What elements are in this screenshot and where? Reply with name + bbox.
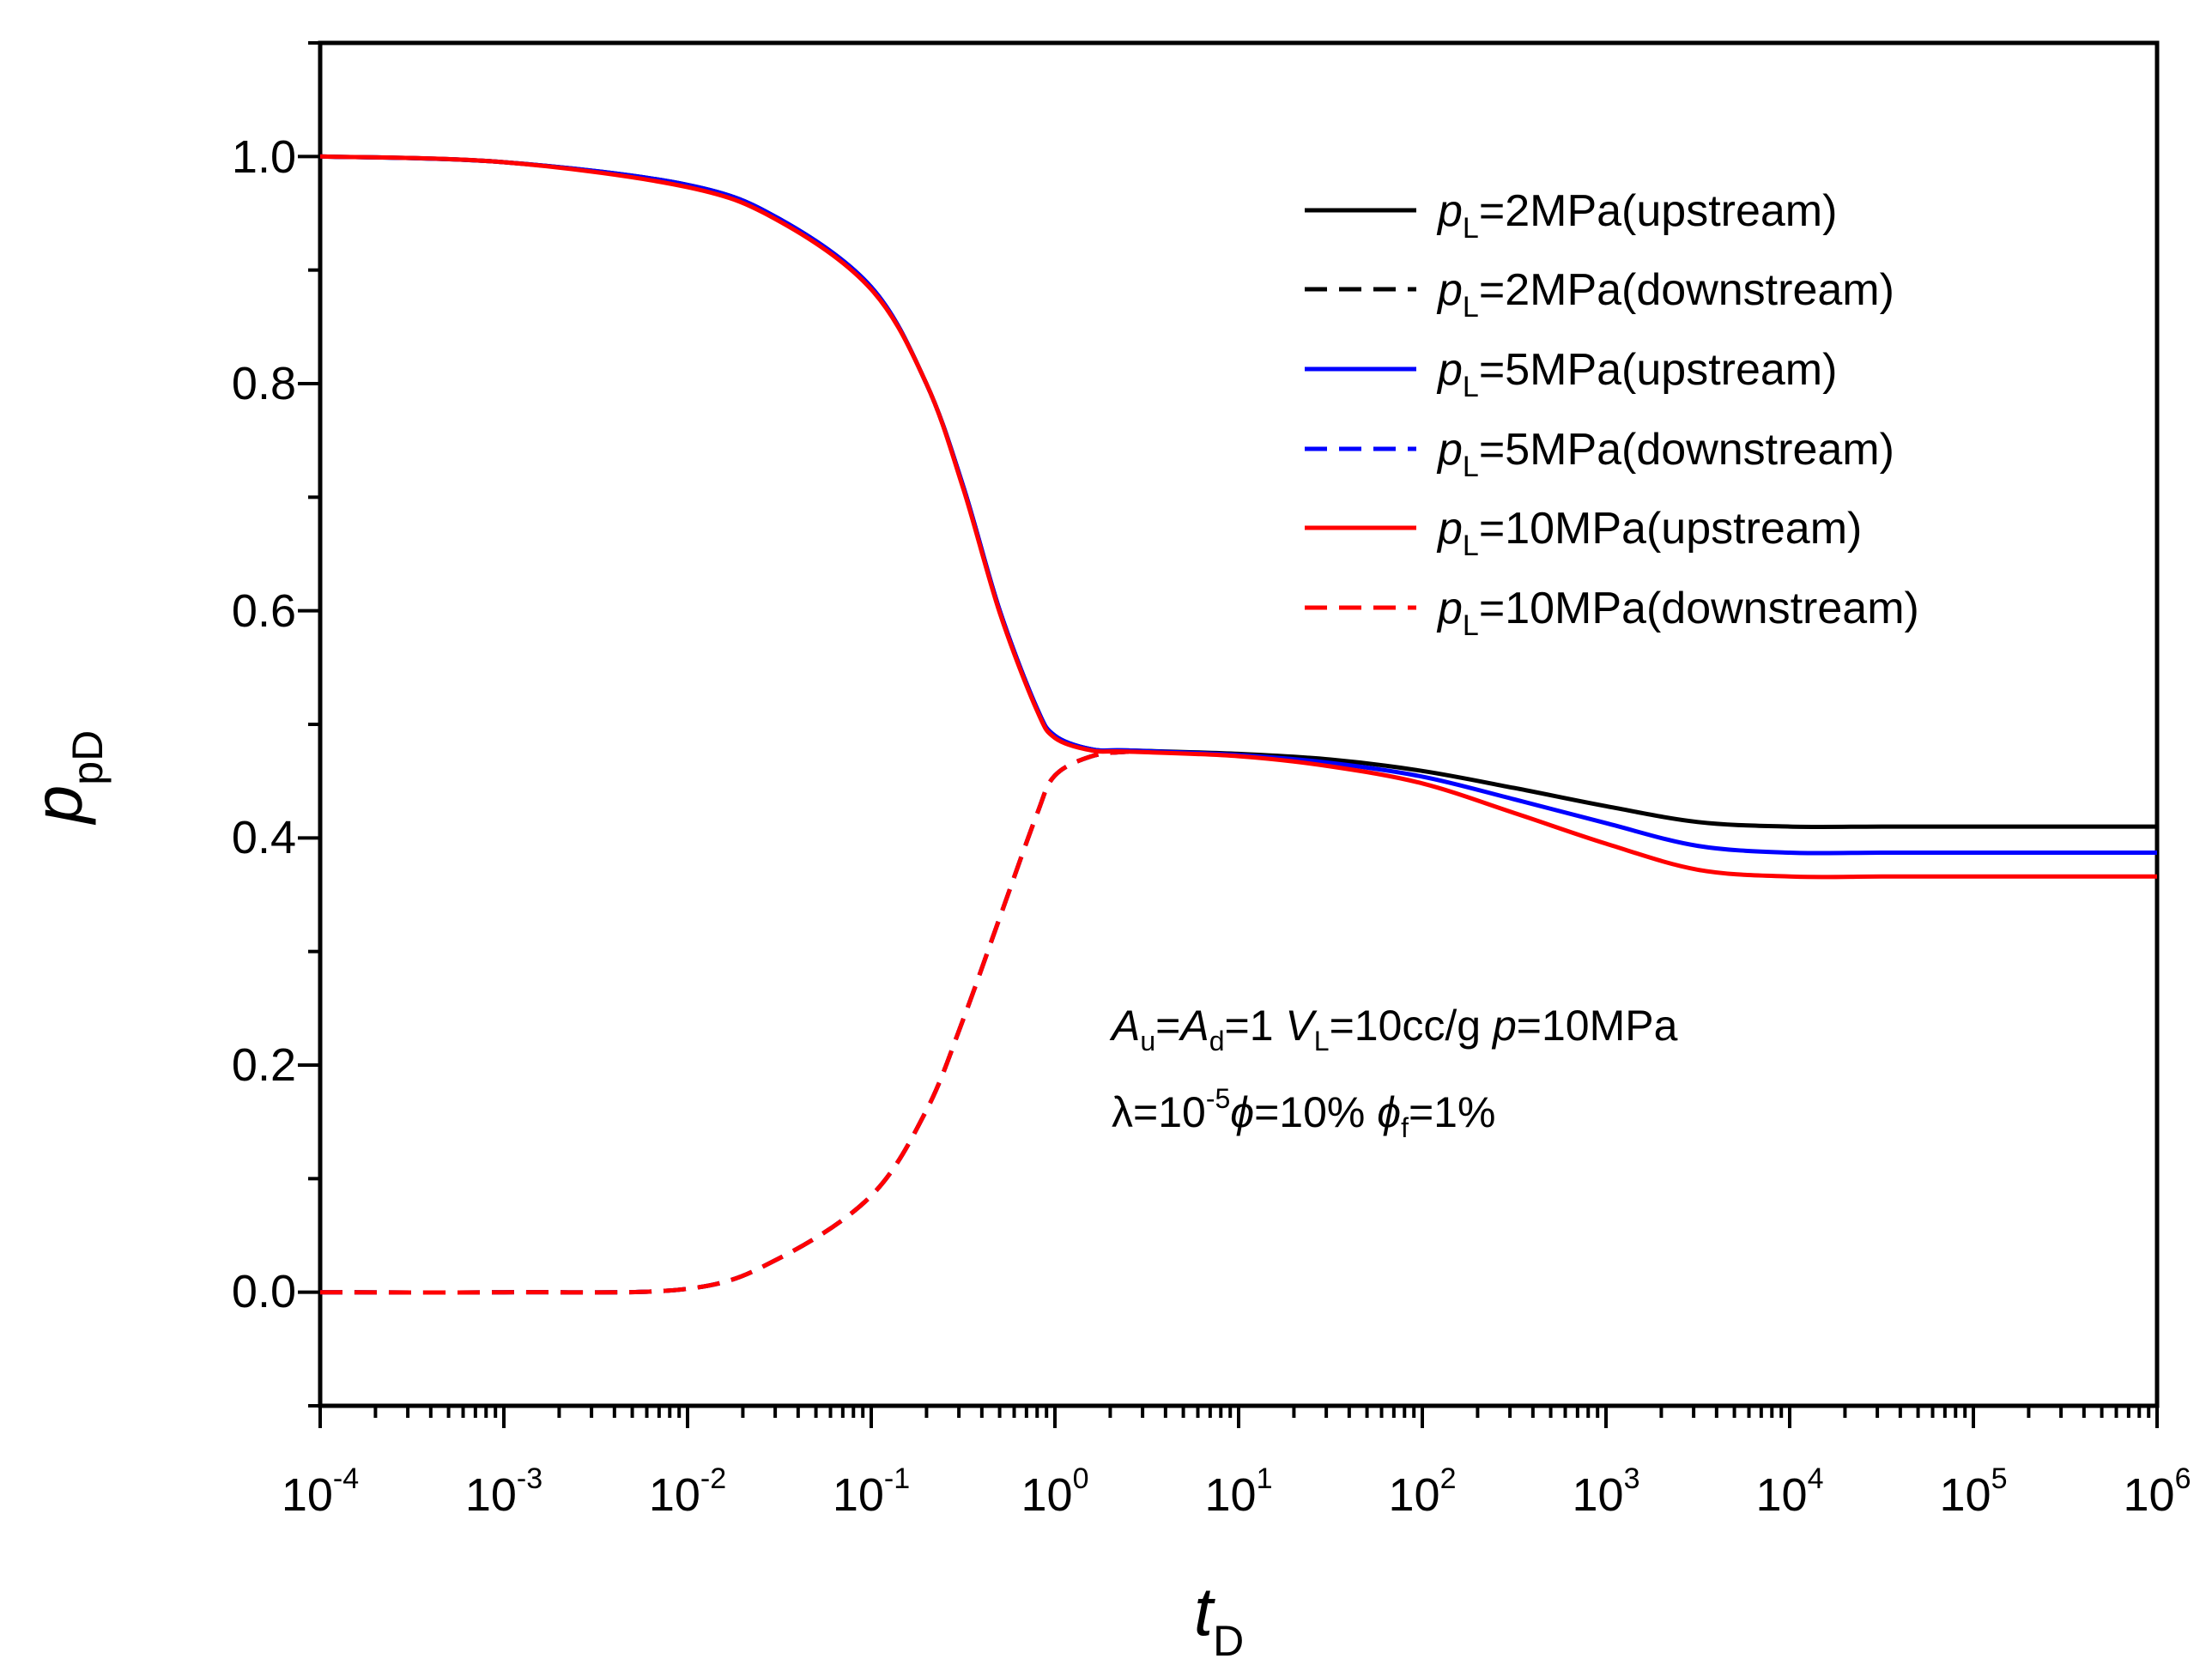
legend-entry-2mpa-upstream: pL=2MPa(upstream) — [1305, 186, 1837, 245]
legend-entry-5mpa-upstream: pL=5MPa(upstream) — [1305, 345, 1837, 403]
parameter-annotation: Au=Ad=1 VL=10cc/g p=10MPa λ=10-5ϕ=10% ϕf… — [1109, 1002, 1678, 1143]
x-tick-label-10: 106 — [2124, 1462, 2191, 1521]
legend-entry-2mpa-downstream: pL=2MPa(downstream) — [1305, 265, 1894, 324]
annotation-line-2: λ=10-5ϕ=10% ϕf=1% — [1112, 1083, 1495, 1143]
x-tick-label-4: 100 — [1021, 1462, 1089, 1521]
x-tick-label-8: 104 — [1756, 1462, 1824, 1521]
legend-label-5mpa-upstream: pL=5MPa(upstream) — [1436, 345, 1837, 403]
x-tick-label-9: 105 — [1940, 1462, 2008, 1521]
x-tick-label-1: 10-3 — [465, 1462, 542, 1521]
legend-label-2mpa-downstream: pL=2MPa(downstream) — [1436, 265, 1894, 324]
y-axis-title: ppD — [20, 730, 112, 825]
y-tick-label-3: 0.6 — [232, 585, 296, 637]
legend: pL=2MPa(upstream) pL=2MPa(downstream) pL… — [1305, 186, 1919, 642]
y-tick-label-2: 0.4 — [232, 812, 296, 863]
legend-label-10mpa-downstream: pL=10MPa(downstream) — [1436, 584, 1919, 642]
series-line-2mpa-upstream — [319, 154, 2157, 829]
legend-entry-5mpa-downstream: pL=5MPa(downstream) — [1305, 425, 1894, 483]
series-line-5mpa-upstream — [319, 154, 2157, 856]
y-tick-label-4: 0.8 — [232, 358, 296, 409]
y-tick-labels: 0.0 0.2 0.4 0.6 0.8 1.0 — [232, 131, 296, 1317]
series-line-10mpa-downstream — [319, 749, 1129, 1295]
x-tick-labels: 10-4 10-3 10-2 10-1 100 101 102 103 104 … — [282, 1462, 2191, 1521]
x-tick-label-5: 101 — [1205, 1462, 1273, 1521]
legend-label-5mpa-downstream: pL=5MPa(downstream) — [1436, 425, 1894, 483]
legend-label-2mpa-upstream: pL=2MPa(upstream) — [1436, 186, 1837, 245]
plot-frame — [318, 40, 2160, 1408]
axis-ticks — [298, 41, 2159, 1428]
x-tick-label-3: 10-1 — [833, 1462, 910, 1521]
legend-entry-10mpa-downstream: pL=10MPa(downstream) — [1305, 584, 1919, 642]
x-tick-label-7: 103 — [1573, 1462, 1640, 1521]
y-tick-label-0: 0.0 — [232, 1266, 296, 1317]
y-tick-label-5: 1.0 — [232, 131, 296, 183]
legend-entry-10mpa-upstream: pL=10MPa(upstream) — [1305, 504, 1862, 562]
y-tick-label-1: 0.2 — [232, 1039, 296, 1091]
legend-label-10mpa-upstream: pL=10MPa(upstream) — [1436, 504, 1862, 562]
series-line-2mpa-downstream — [319, 749, 1129, 1295]
series-line-10mpa-upstream — [319, 154, 2157, 880]
x-tick-label-6: 102 — [1389, 1462, 1457, 1521]
x-axis-title: tD — [1194, 1573, 1244, 1665]
x-tick-label-0: 10-4 — [282, 1462, 359, 1521]
series-layer — [319, 154, 2157, 1295]
series-line-5mpa-downstream — [319, 749, 1129, 1295]
annotation-line-1: Au=Ad=1 VL=10cc/g p=10MPa — [1109, 1002, 1678, 1056]
x-tick-label-2: 10-2 — [649, 1462, 726, 1521]
